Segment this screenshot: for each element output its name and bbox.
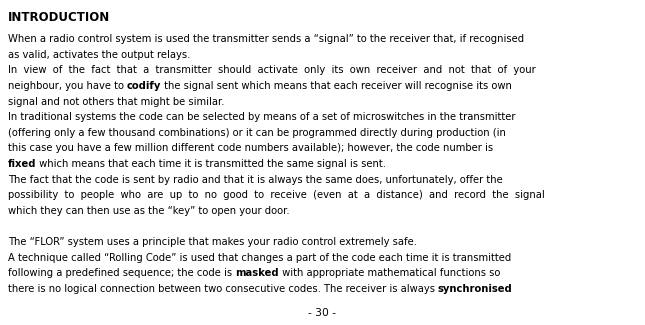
Text: masked: masked [235,268,279,278]
Text: The fact that the code is sent by radio and that it is always the same does, unf: The fact that the code is sent by radio … [8,175,502,185]
Text: which they can then use as the “key” to open your door.: which they can then use as the “key” to … [8,206,290,216]
Text: this case you have a few million different code numbers available); however, the: this case you have a few million differe… [8,143,493,153]
Text: signal and not others that might be similar.: signal and not others that might be simi… [8,97,224,107]
Text: fixed: fixed [8,159,36,169]
Text: A technique called “Rolling Code” is used that changes a part of the code each t: A technique called “Rolling Code” is use… [8,253,511,263]
Text: The “FLOR” system uses a principle that makes your radio control extremely safe.: The “FLOR” system uses a principle that … [8,237,417,247]
Text: INTRODUCTION: INTRODUCTION [8,11,110,24]
Text: synchronised: synchronised [438,284,513,294]
Text: there is no logical connection between two consecutive codes. The receiver is al: there is no logical connection between t… [8,284,438,294]
Text: In traditional systems the code can be selected by means of a set of microswitch: In traditional systems the code can be s… [8,112,515,122]
Text: codify: codify [127,81,161,91]
Text: following a predefined sequence; the code is: following a predefined sequence; the cod… [8,268,235,278]
Text: which means that each time it is transmitted the same signal is sent.: which means that each time it is transmi… [36,159,386,169]
Text: as valid, activates the output relays.: as valid, activates the output relays. [8,50,190,60]
Text: (offering only a few thousand combinations) or it can be programmed directly dur: (offering only a few thousand combinatio… [8,128,506,138]
Text: possibility  to  people  who  are  up  to  no  good  to  receive  (even  at  a  : possibility to people who are up to no g… [8,190,544,200]
Text: the signal sent which means that each receiver will recognise its own: the signal sent which means that each re… [161,81,512,91]
Text: - 30 -: - 30 - [308,308,337,318]
Text: When a radio control system is used the transmitter sends a “signal” to the rece: When a radio control system is used the … [8,34,524,44]
Text: with appropriate mathematical functions so: with appropriate mathematical functions … [279,268,500,278]
Text: In  view  of  the  fact  that  a  transmitter  should  activate  only  its  own : In view of the fact that a transmitter s… [8,65,535,75]
Text: neighbour, you have to: neighbour, you have to [8,81,127,91]
